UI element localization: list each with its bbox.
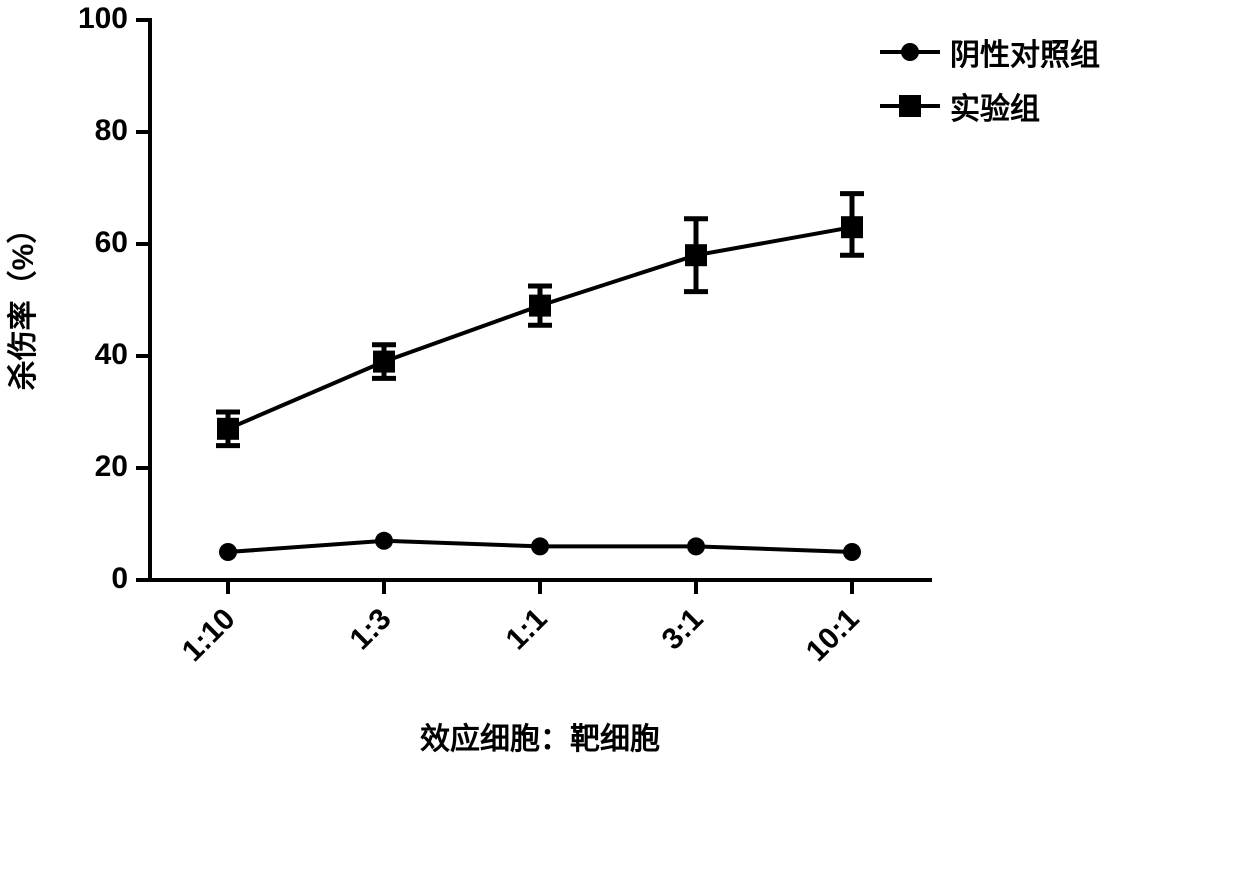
- y-tick-label: 100: [78, 2, 128, 35]
- circle-marker-icon: [880, 38, 940, 66]
- x-axis-label: 效应细胞：靶细胞: [150, 714, 930, 758]
- legend-label: 阴性对照组: [950, 30, 1100, 74]
- y-tick-label: 0: [111, 562, 128, 595]
- y-tick-label: 20: [95, 450, 128, 483]
- legend-label: 实验组: [950, 84, 1040, 128]
- x-tick-label: 10:1: [800, 602, 866, 668]
- y-tick-label: 40: [95, 338, 128, 371]
- y-axis-label: 杀伤率（%）: [0, 192, 42, 412]
- y-tick-label: 80: [95, 114, 128, 147]
- x-tick-label: 3:1: [656, 602, 710, 656]
- y-tick-label: 60: [95, 226, 128, 259]
- legend-item: 实验组: [880, 84, 1100, 128]
- legend: 阴性对照组实验组: [880, 30, 1100, 128]
- square-marker-icon: [880, 92, 940, 120]
- killing-chart: 0 20 40 60 80 100 1:10 1:3 1:1 3:1 10:1 杀伤率（%） 效应细…: [0, 0, 1240, 883]
- x-tick-label: 1:3: [344, 602, 398, 656]
- legend-item: 阴性对照组: [880, 30, 1100, 74]
- x-tick-label: 1:10: [176, 602, 242, 668]
- x-tick-label: 1:1: [500, 602, 554, 656]
